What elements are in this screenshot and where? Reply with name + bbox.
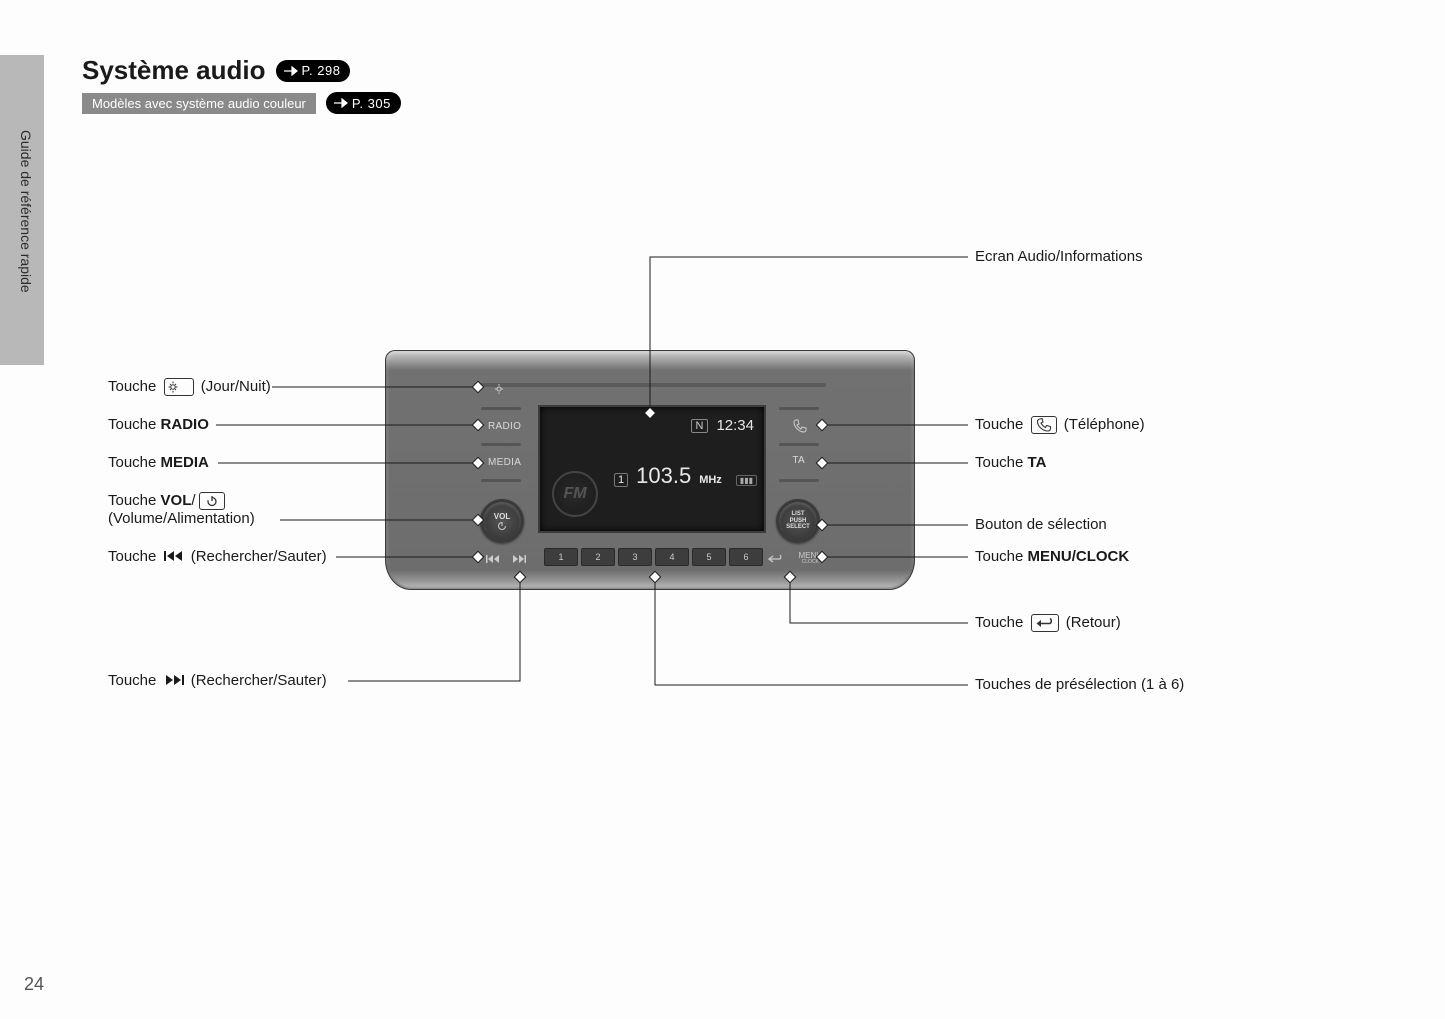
page-title: Système audio	[82, 55, 266, 86]
subtitle-badge: Modèles avec système audio couleur	[82, 93, 316, 114]
preset-btn: 1	[544, 548, 578, 566]
radio-button-label: RADIO	[488, 421, 521, 432]
side-tab-text: Guide de référence rapide	[18, 130, 34, 293]
callout-presets: Touches de présélection (1 à 6)	[975, 676, 1184, 693]
screen-top: N 12:34	[691, 417, 755, 434]
manual-page: Guide de référence rapide Système audio …	[0, 0, 1445, 1019]
preset-btn: 3	[618, 548, 652, 566]
soft-line	[779, 443, 819, 446]
callout-select: Bouton de sélection	[975, 516, 1107, 533]
callout-radio: Touche RADIO	[108, 416, 209, 433]
device-body: RADIO MEDIA TA VOL LIST PUSH SELECT	[385, 350, 915, 590]
callout-ta: Touche TA	[975, 454, 1046, 471]
callout-screen: Ecran Audio/Informations	[975, 248, 1143, 265]
preset-btn: 5	[692, 548, 726, 566]
soft-line	[481, 443, 521, 446]
preset-row: 1 2 3 4 5 6	[544, 548, 763, 566]
power-icon	[199, 492, 225, 510]
daynight-icon	[164, 378, 194, 396]
device-screen: FM N 12:34 1 103.5 MHz ▮▮▮	[538, 405, 766, 533]
signal-icon: ▮▮▮	[736, 475, 757, 486]
return-icon	[1031, 614, 1059, 632]
callout-vol: Touche VOL/ (Volume/Alimentation)	[108, 492, 255, 527]
callout-return: Touche (Retour)	[975, 614, 1121, 632]
callout-media: Touche MEDIA	[108, 454, 209, 471]
seek-fwd-icon	[164, 673, 184, 690]
page-title-line: Système audio P. 298	[82, 55, 350, 86]
page-ref-sub: P. 305	[326, 92, 401, 114]
audio-device: RADIO MEDIA TA VOL LIST PUSH SELECT	[385, 350, 915, 590]
return-glyph	[768, 551, 784, 569]
band-indicator: FM	[552, 471, 598, 517]
callout-menu: Touche MENU/CLOCK	[975, 548, 1129, 565]
callout-phone: Touche (Téléphone)	[975, 416, 1145, 434]
seek-fwd-glyph	[512, 551, 526, 569]
volume-knob: VOL	[480, 499, 524, 543]
page-ref-main: P. 298	[276, 60, 351, 82]
phone-icon	[1031, 416, 1057, 434]
preset-btn: 6	[729, 548, 763, 566]
media-button-label: MEDIA	[488, 457, 521, 468]
seek-back-glyph	[486, 551, 500, 569]
preset-btn: 4	[655, 548, 689, 566]
seek-back-icon	[164, 549, 184, 566]
ta-button-label: TA	[792, 455, 805, 466]
device-trim	[474, 383, 826, 387]
subtitle-line: Modèles avec système audio couleur P. 30…	[82, 92, 401, 114]
soft-line	[779, 479, 819, 482]
select-knob: LIST PUSH SELECT	[776, 499, 820, 543]
soft-line	[779, 407, 819, 410]
daynight-glyph	[494, 383, 514, 398]
preset-btn: 2	[581, 548, 615, 566]
page-number: 24	[24, 974, 44, 995]
callout-seek-back: Touche (Rechercher/Sauter)	[108, 548, 327, 566]
phone-glyph	[793, 419, 807, 438]
soft-line	[481, 407, 521, 410]
callout-seek-fwd: Touche (Rechercher/Sauter)	[108, 672, 327, 690]
menu-button-label: MENU CLOCK	[798, 552, 822, 565]
soft-line	[481, 479, 521, 482]
callout-daynight: Touche (Jour/Nuit)	[108, 378, 271, 396]
screen-frequency: 1 103.5 MHz ▮▮▮	[614, 463, 757, 489]
